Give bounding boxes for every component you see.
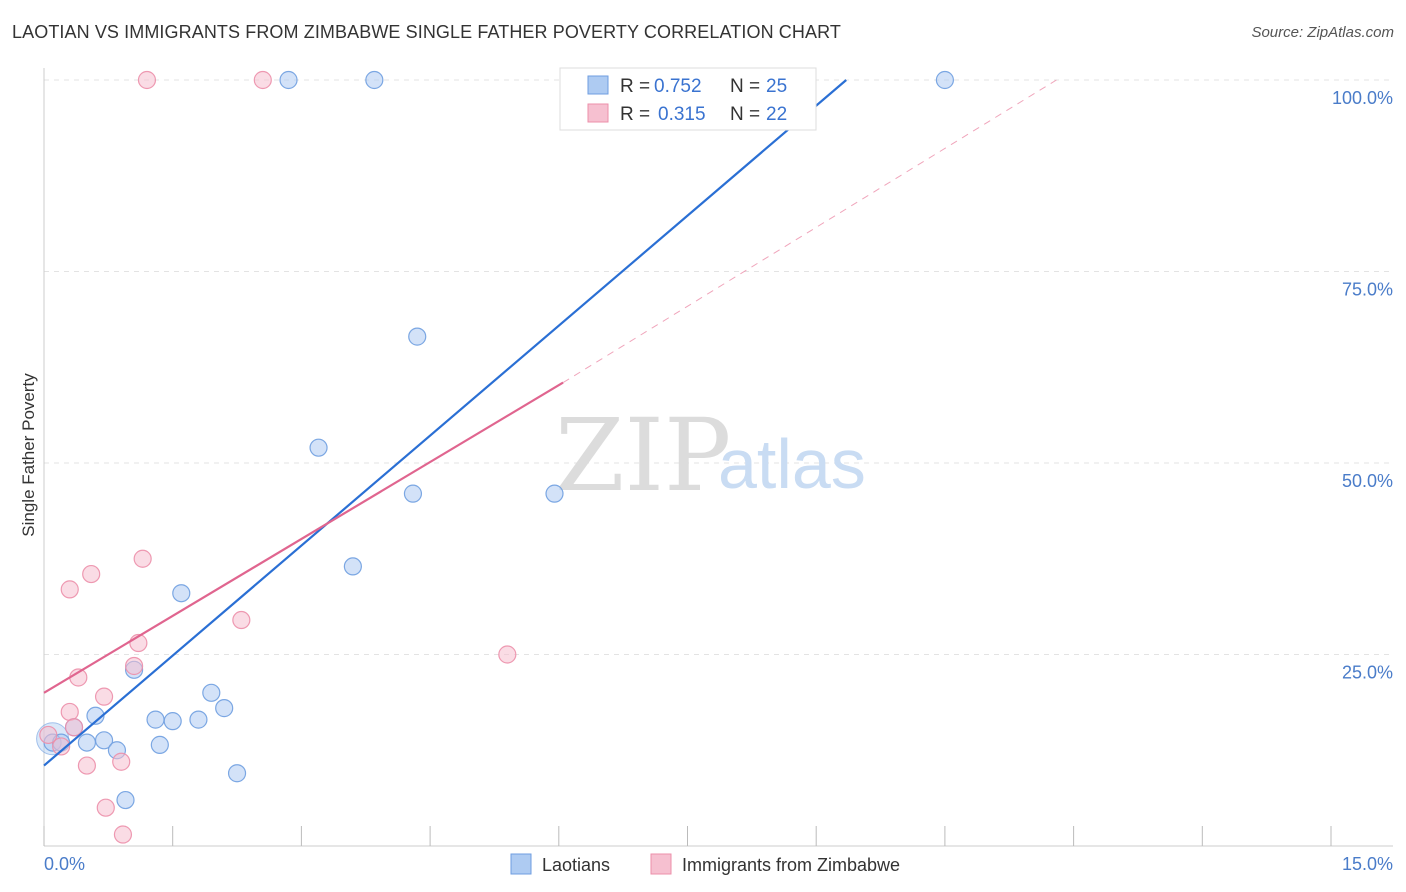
laotians-point [403,484,423,503]
stats-n-label-zimbabwe: N = [730,104,760,125]
watermark-zip: ZIP [555,397,731,514]
legend-swatch-zimbabwe [650,853,672,875]
zimbabwe-point [113,825,133,844]
zimbabwe-point [60,702,79,722]
zimbabwe-point [133,549,152,568]
laotians-point [227,764,247,783]
laotians-point [116,790,135,810]
laotians-point [86,706,105,725]
laotians-point [94,731,114,750]
source-credit: Source: ZipAtlas.com [1251,24,1394,41]
laotians-point [172,584,191,603]
laotians-point [545,484,564,503]
zimbabwe-point [60,580,79,599]
watermark: ZIP atlas [555,397,866,514]
stats-r-label-laotians: R = [620,76,650,97]
legend: Laotians Immigrants from Zimbabwe [510,853,900,875]
laotians-point [935,70,955,90]
laotians-trend-line [43,79,847,767]
stats-n-value-laotians: 25 [766,76,787,97]
stats-swatch-zimbabwe [587,103,609,123]
stats-n-value-zimbabwe: 22 [766,104,787,125]
laotians-point [146,710,165,729]
zimbabwe-point [253,70,272,90]
chart-title: LAOTIAN VS IMMIGRANTS FROM ZIMBABWE SING… [12,22,841,42]
zimbabwe-trend-extension [562,79,1057,383]
y-tick-label: 100.0% [1332,88,1393,108]
stats-swatch-laotians [587,75,609,95]
zimbabwe-point [232,610,251,630]
stats-r-value-zimbabwe: 0.315 [658,104,706,125]
x-tick-label-max: 15.0% [1342,854,1393,874]
zimbabwe-point [112,752,131,771]
zimbabwe-point [82,564,101,584]
y-tick-label: 75.0% [1342,280,1393,300]
laotians-point [150,735,169,754]
y-tick-label: 50.0% [1342,471,1393,491]
zimbabwe-point [124,656,144,676]
y-axis-label: Single Father Poverty [19,373,38,537]
x-tick-label-min: 0.0% [44,854,85,874]
zimbabwe-trend-line [43,381,564,694]
zimbabwe-point [39,725,58,745]
watermark-atlas: atlas [718,425,866,503]
laotians-point [365,70,384,90]
legend-swatch-laotians [510,853,532,875]
legend-label-laotians: Laotians [542,855,610,875]
trend-lines [43,79,1057,767]
zimbabwe-point [96,798,115,817]
stats-r-value-laotians: 0.752 [654,76,702,97]
laotians-point [202,683,221,702]
zimbabwe-point [64,718,84,737]
grid-lines [44,79,1393,655]
axes [43,68,1393,847]
zimbabwe-point [52,737,71,756]
laotians-point [408,327,427,346]
stats-r-label-zimbabwe: R = [620,104,650,125]
laotians-point [279,70,298,90]
y-tick-label: 25.0% [1342,663,1393,683]
zimbabwe-point [77,756,97,775]
stats-n-label-laotians: N = [730,76,760,97]
legend-label-zimbabwe: Immigrants from Zimbabwe [682,855,900,875]
laotians-point [189,710,208,729]
laotians-point [215,699,234,718]
laotians-point [77,733,97,752]
y-tick-labels: 25.0% 50.0% 75.0% 100.0% [1332,88,1393,683]
zimbabwe-point [137,70,157,90]
stats-box: R = 0.752 N = 25 R = 0.315 N = 22 [559,67,817,131]
laotians-point [343,557,362,576]
laotians-point [163,712,182,731]
laotians-point [309,438,328,457]
zimbabwe-point [94,687,114,706]
zimbabwe-point [498,645,517,664]
